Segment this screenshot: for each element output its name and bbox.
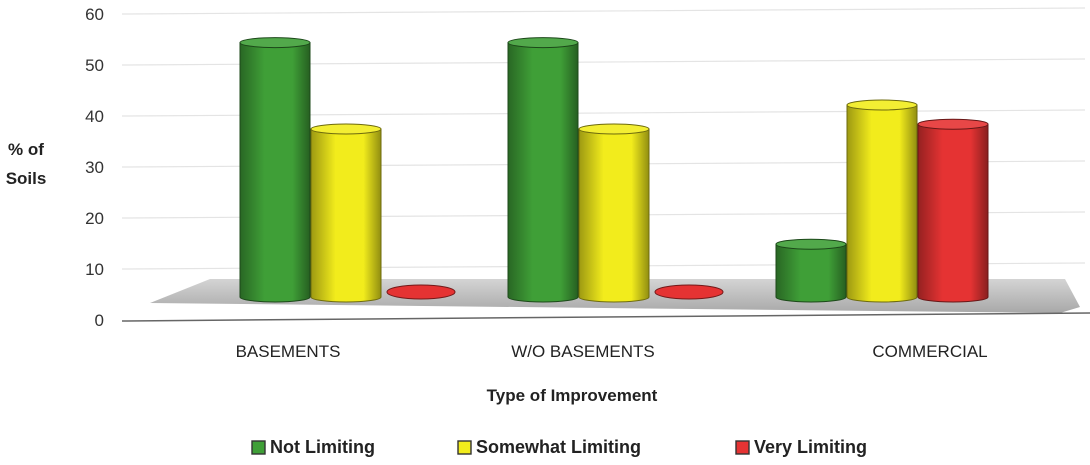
- y-tick-label: 50: [85, 56, 104, 75]
- legend-swatch: [251, 440, 266, 455]
- y-axis-title-line-1: % of: [8, 140, 44, 159]
- x-axis-title: Type of Improvement: [487, 386, 658, 405]
- category-labels: BASEMENTS W/O BASEMENTS COMMERCIAL: [236, 342, 988, 361]
- x-category-label-commercial: COMMERCIAL: [872, 342, 987, 361]
- bar-somewhat-limiting-basements: [310, 123, 382, 303]
- legend-label: Not Limiting: [270, 437, 375, 457]
- y-tick-label: 20: [85, 209, 104, 228]
- bar-not-limiting-w-o-basements: [507, 37, 579, 303]
- legend-swatch: [457, 440, 472, 455]
- y-tick-label: 30: [85, 158, 104, 177]
- x-category-label-basements: BASEMENTS: [236, 342, 341, 361]
- bar-very-limiting-commercial: [917, 118, 989, 303]
- bar-not-limiting-basements: [239, 37, 311, 303]
- legend-label: Somewhat Limiting: [476, 437, 641, 457]
- legend-swatch: [735, 440, 750, 455]
- x-category-label-w-o-basements: W/O BASEMENTS: [511, 342, 655, 361]
- y-tick-label: 60: [85, 5, 104, 24]
- y-tick-label: 10: [85, 260, 104, 279]
- bar-very-limiting-w-o-basements: [654, 284, 724, 300]
- bar-not-limiting-commercial: [775, 238, 847, 303]
- y-axis-title-line-2: Soils: [6, 169, 47, 188]
- legend-label: Very Limiting: [754, 437, 867, 457]
- bars: [239, 37, 989, 303]
- gridline: [121, 7, 1086, 15]
- legend: Not Limiting Somewhat Limiting Very Limiti…: [251, 437, 867, 457]
- bar-somewhat-limiting-commercial: [846, 99, 918, 303]
- bar-somewhat-limiting-w-o-basements: [578, 123, 650, 303]
- y-tick-label: 0: [95, 311, 104, 330]
- y-tick-label: 40: [85, 107, 104, 126]
- legend-item-not-limiting: Not Limiting: [251, 437, 375, 457]
- bar-very-limiting-basements: [386, 284, 456, 300]
- x-axis-line: [121, 312, 1090, 322]
- legend-item-somewhat-limiting: Somewhat Limiting: [457, 437, 641, 457]
- y-axis-ticks: 0 10 20 30 40 50 60: [85, 5, 104, 330]
- legend-item-very-limiting: Very Limiting: [735, 437, 867, 457]
